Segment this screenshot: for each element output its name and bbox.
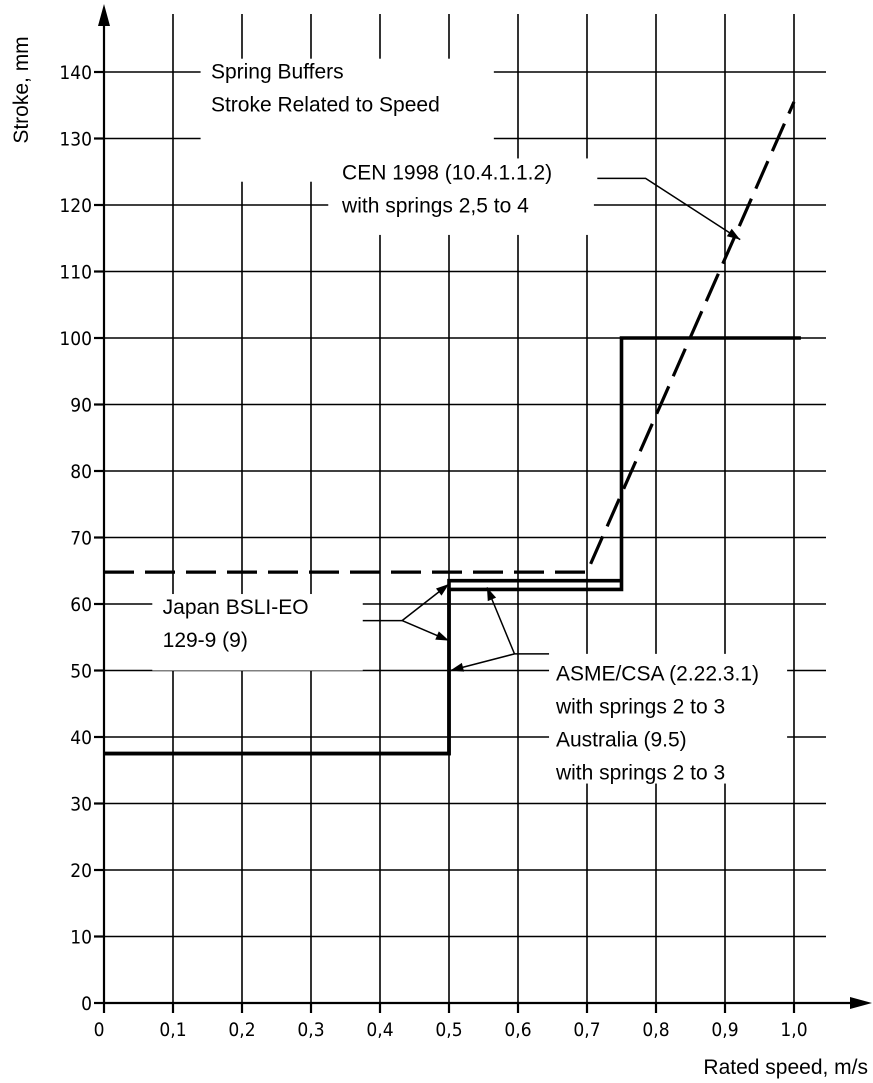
x-tick-label-5: 0,5	[435, 1019, 462, 1041]
leader-asme-a-arrow	[486, 587, 497, 602]
annotation-asme-line-2: Australia (9.5)	[556, 728, 687, 751]
y-tick-label-12: 120	[59, 195, 92, 217]
y-axis-arrow	[98, 4, 110, 26]
y-tick-label-2: 20	[70, 860, 92, 882]
y-tick-label-11: 110	[59, 262, 92, 284]
y-tick-label-6: 60	[70, 594, 92, 616]
y-tick-label-0: 0	[81, 993, 92, 1015]
label-backgrounds	[152, 58, 788, 784]
y-tick-label-9: 90	[70, 395, 92, 417]
y-tick-label-5: 50	[70, 661, 92, 683]
x-tick-label-8: 0,8	[642, 1019, 669, 1041]
x-tick-label-6: 0,6	[504, 1019, 531, 1041]
x-tick-label-0: 0	[94, 1019, 105, 1041]
leader-japan-a-arrow	[435, 584, 449, 596]
series-line-1	[104, 336, 801, 756]
leader-cen-arrow	[726, 228, 741, 240]
annotation-asme-bg	[549, 653, 788, 784]
x-axis-arrow	[850, 997, 872, 1009]
annotation-asme-line-3: with springs 2 to 3	[555, 761, 725, 784]
series-line-2	[104, 101, 796, 574]
annotation-cen-bg	[328, 158, 594, 235]
annotation-japan-bg	[152, 594, 363, 671]
y-axis-label: Stroke, mm	[10, 36, 33, 143]
annotation-title-line-1: Stroke Related to Speed	[211, 94, 440, 117]
x-tick-label-9: 0,9	[711, 1019, 738, 1041]
tick-labels: 0 0,1 0,2 0,3 0,4 0,5 0,6 0,7 0,8 0,9 1,0 0 10 20 30 40…	[59, 62, 807, 1041]
x-tick-label-3: 0,3	[297, 1019, 324, 1041]
y-tick-label-8: 80	[70, 461, 92, 483]
leader-japan-b-arrow	[435, 631, 449, 641]
series-lines	[104, 101, 801, 756]
leader-asme-b-arrow	[450, 662, 465, 672]
y-tick-label-13: 130	[59, 129, 92, 151]
annotation-japan-line-1: 129-9 (9)	[163, 629, 248, 652]
annotation-title-line-0: Spring Buffers	[211, 61, 344, 84]
y-tick-label-4: 40	[70, 727, 92, 749]
annotations: Spring Buffers Stroke Related to Speed CEN…	[163, 61, 759, 785]
annotation-asme-line-1: with springs 2 to 3	[555, 695, 725, 718]
leader-cen	[597, 177, 741, 241]
annotation-cen-line-0: CEN 1998 (10.4.1.1.2)	[342, 162, 552, 185]
annotation-cen-line-1: with springs 2,5 to 4	[341, 195, 529, 218]
y-tick-label-10: 100	[59, 328, 92, 350]
x-tick-label-1: 0,1	[159, 1019, 186, 1041]
x-tick-label-2: 0,2	[228, 1019, 255, 1041]
x-tick-label-7: 0,7	[573, 1019, 600, 1041]
x-tick-label-10: 1,0	[780, 1019, 807, 1041]
x-tick-label-4: 0,4	[366, 1019, 393, 1041]
y-tick-label-1: 10	[70, 927, 92, 949]
axes	[98, 4, 872, 1009]
y-tick-label-7: 70	[70, 528, 92, 550]
x-axis-label: Rated speed, m/s	[703, 1056, 868, 1079]
y-tick-label-14: 140	[59, 62, 92, 84]
annotation-asme-line-0: ASME/CSA (2.22.3.1)	[556, 662, 759, 685]
y-tick-label-3: 30	[70, 794, 92, 816]
leader-lines	[362, 177, 741, 672]
annotation-japan-line-0: Japan BSLI-EO	[163, 596, 309, 619]
